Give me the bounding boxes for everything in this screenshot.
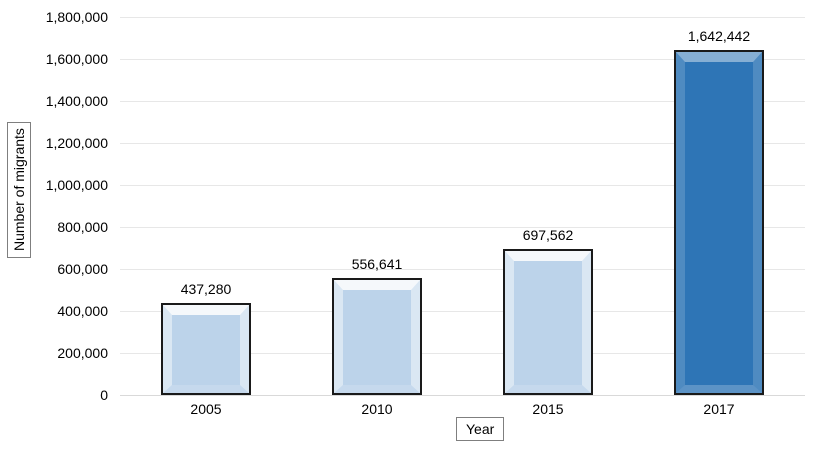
y-tick-label: 1,200,000 (45, 135, 108, 151)
gridline (120, 59, 805, 60)
bar-value-label: 437,280 (180, 281, 232, 297)
bar-bevel (676, 52, 762, 393)
bar-2005 (161, 303, 251, 395)
bar-value-label: 556,641 (351, 256, 403, 272)
bar-bevel (163, 305, 249, 393)
gridline (120, 185, 805, 186)
x-axis-title: Year (456, 417, 505, 441)
y-tick-label: 1,600,000 (45, 51, 108, 67)
y-tick-label: 1,800,000 (45, 9, 108, 25)
gridline (120, 227, 805, 228)
bar-2015 (503, 249, 593, 395)
y-tick-label: 1,400,000 (45, 93, 108, 109)
gridline (120, 143, 805, 144)
gridline (120, 17, 805, 18)
bar-bevel (505, 251, 591, 393)
gridline (120, 269, 805, 270)
bar-bevel (334, 280, 420, 393)
x-tick-label: 2017 (703, 401, 735, 417)
y-tick-label: 1,000,000 (45, 177, 108, 193)
x-tick-label: 2010 (361, 401, 393, 417)
y-tick-label: 200,000 (57, 345, 108, 361)
bar-2010 (332, 278, 422, 395)
y-tick-label: 0 (100, 387, 108, 403)
bar-value-label: 697,562 (522, 227, 574, 243)
bar-2017 (674, 50, 764, 395)
x-tick-label: 2015 (532, 401, 564, 417)
gridline (120, 101, 805, 102)
x-axis-line (120, 395, 805, 396)
gridline (120, 311, 805, 312)
gridline (120, 353, 805, 354)
y-tick-label: 600,000 (57, 261, 108, 277)
y-tick-label: 800,000 (57, 219, 108, 235)
y-tick-label: 400,000 (57, 303, 108, 319)
bar-value-label: 1,642,442 (687, 28, 751, 44)
x-tick-label: 2005 (190, 401, 222, 417)
plot-area (120, 17, 805, 396)
